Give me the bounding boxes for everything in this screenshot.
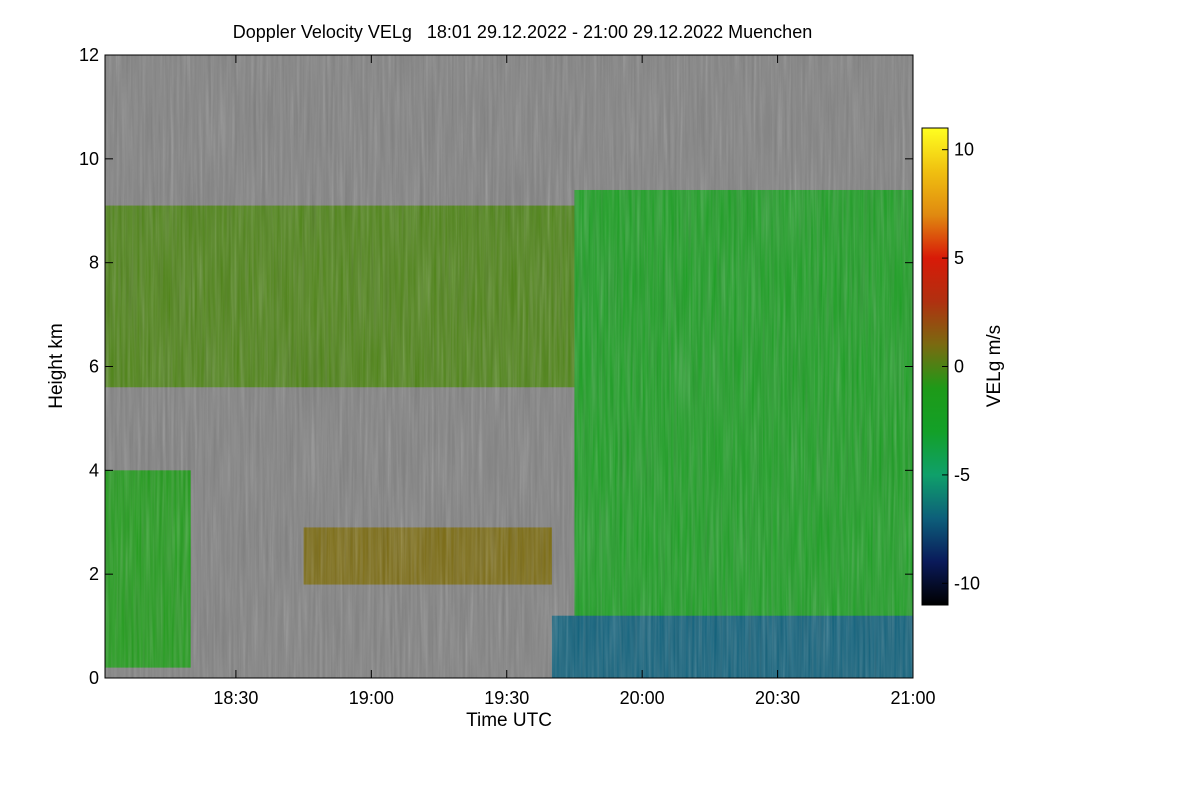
x-axis: 18:30 19:00 19:30 20:00 20:30 21:00 — [213, 55, 936, 708]
x-tick-label: 20:00 — [620, 688, 665, 708]
chart-title: Doppler Velocity VELg 18:01 29.12.2022 -… — [232, 22, 813, 42]
x-tick-label: 19:30 — [484, 688, 529, 708]
y-axis-label: Height km — [46, 323, 67, 409]
colorbar-tick-label: 10 — [954, 140, 974, 160]
y-tick-label: 12 — [79, 45, 99, 65]
y-tick-label: 8 — [89, 253, 99, 273]
y-tick-label: 4 — [89, 460, 99, 480]
y-axis: 0 2 4 6 8 10 12 — [79, 45, 913, 688]
colorbar-tick-label: -5 — [954, 465, 970, 485]
x-axis-label: Time UTC — [466, 710, 552, 731]
texture-overlay — [105, 55, 913, 678]
y-tick-label: 10 — [79, 149, 99, 169]
colorbar-axis: -10 -5 0 5 10 — [942, 140, 980, 593]
x-tick-label: 19:00 — [349, 688, 394, 708]
y-tick-label: 0 — [89, 668, 99, 688]
colorbar-tick-label: -10 — [954, 573, 980, 593]
y-tick-label: 6 — [89, 357, 99, 377]
colorbar-label: VELg m/s — [984, 325, 1005, 407]
x-tick-label: 21:00 — [890, 688, 935, 708]
colorbar-tick-label: 5 — [954, 248, 964, 268]
x-tick-label: 20:30 — [755, 688, 800, 708]
x-tick-label: 18:30 — [213, 688, 258, 708]
colorbar-tick-label: 0 — [954, 357, 964, 377]
y-tick-label: 2 — [89, 564, 99, 584]
